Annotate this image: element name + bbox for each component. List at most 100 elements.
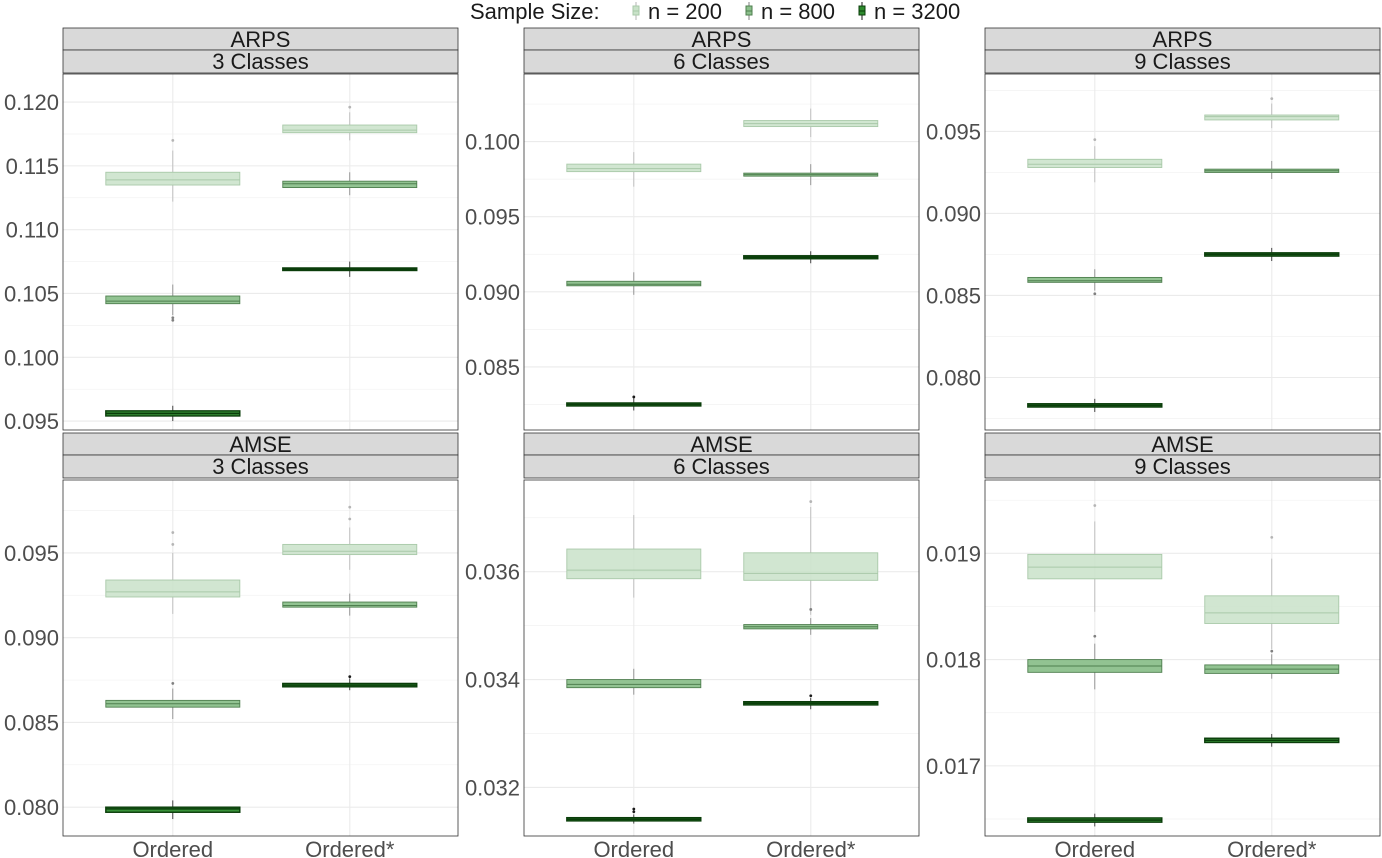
legend-key-1 [632,2,640,20]
y-tick-label: 0.090 [465,280,520,305]
box-n800-ordered [105,284,241,322]
legend: Sample Size: n = 200 n = 800 n = 3200 [470,0,960,24]
panel-border [984,479,1381,837]
outlier [632,810,636,814]
x-tick-label: Ordered* [1227,837,1317,858]
plot-background [63,74,458,430]
legend-label-2: n = 800 [761,0,835,24]
box-n800-ordered [1027,634,1163,690]
y-tick-label: 0.110 [6,218,59,243]
x-tick-label: Ordered [593,837,674,858]
outlier [171,531,175,534]
outlier [348,105,352,109]
panel-border [523,479,920,837]
y-tick-label: 0.080 [4,795,59,820]
panel-border [62,479,459,837]
box-n200-ordered [105,138,241,202]
y-tick-label: 0.036 [465,560,520,585]
y-tick-label: 0.095 [926,119,981,144]
outlier [809,608,813,611]
box-n3200-ordered [105,405,241,422]
box-n3200-orderedstar [1204,247,1340,262]
strip-classes [984,49,1381,74]
y-tick-label: 0.085 [465,355,520,380]
box-n200-orderedstar [282,105,418,141]
outlier [171,316,175,320]
legend-title: Sample Size: [470,0,600,24]
box-n800-orderedstar [1204,160,1340,179]
box-n200-orderedstar [1204,535,1340,649]
strip-classes-label: 3 Classes [212,49,309,74]
box-n800-orderedstar [1204,649,1340,679]
box-n800-orderedstar [743,608,879,635]
y-tick-label: 0.090 [4,626,59,651]
box-n3200-orderedstar [282,675,418,691]
outlier [171,138,175,142]
plot-background [524,480,919,836]
outlier [809,694,813,698]
y-tick-label: 0.032 [465,775,520,800]
x-tick-label: Ordered* [305,837,395,858]
box-n200-ordered [566,515,702,598]
y-tick-label: 0.100 [4,345,59,370]
y-tick-label: 0.080 [926,366,981,391]
box-n3200-ordered [1027,813,1163,827]
y-tick-label: 0.100 [465,130,520,155]
outlier [348,517,352,521]
strip-metric-label: AMSE [690,432,752,457]
box-n200-ordered [105,531,241,614]
strip-classes-label: 6 Classes [673,49,770,74]
legend-label-3: n = 3200 [874,0,960,24]
strip-classes-label: 9 Classes [1134,49,1231,74]
strip-metric-label: AMSE [1151,432,1213,457]
box-n3200-orderedstar [1204,733,1340,747]
legend-key-3 [858,2,866,20]
outlier [632,807,636,811]
outlier [809,500,813,503]
plot-background [985,74,1380,430]
box-n3200-ordered [566,807,702,824]
plot-background [63,480,458,836]
box-n200-ordered [566,152,702,187]
box-n3200-ordered [1027,398,1163,412]
strip-metric-label: ARPS [231,27,291,52]
outlier [171,682,175,685]
y-tick-label: 0.120 [4,90,59,115]
box-n800-orderedstar [743,164,879,186]
legend-key-2 [745,2,753,20]
y-tick-label: 0.017 [926,754,981,779]
strip-metric-label: ARPS [692,27,752,52]
box-n200-orderedstar [1204,97,1340,129]
box-n3200-orderedstar [743,694,879,710]
box-n200-orderedstar [743,108,879,138]
y-tick-label: 0.095 [4,409,59,434]
strip-metric-label: AMSE [229,432,291,457]
panel-border [523,73,920,431]
outlier [348,505,352,509]
outlier [1093,634,1097,638]
strip-classes [62,49,459,74]
outlier [1093,138,1097,142]
y-tick-label: 0.095 [4,541,59,566]
y-tick-label: 0.085 [4,710,59,735]
box-n3200-ordered [566,395,702,411]
outlier [1270,535,1274,539]
strip-classes [62,454,459,479]
legend-label-1: n = 200 [648,0,722,24]
strip-classes [984,454,1381,479]
outlier [171,543,175,546]
box-n200-ordered [1027,504,1163,612]
outlier [1270,649,1274,653]
box-n3200-ordered [105,800,241,820]
box-n200-orderedstar [743,500,879,615]
panel-border [984,73,1381,431]
box-n200-ordered [1027,138,1163,183]
